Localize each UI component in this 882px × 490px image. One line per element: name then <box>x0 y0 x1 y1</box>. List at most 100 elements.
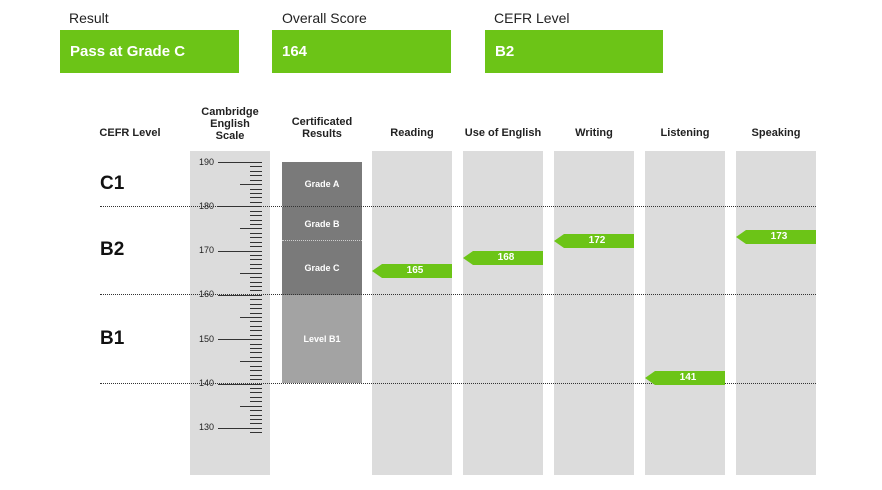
scale-minor-tick <box>250 397 262 398</box>
scale-minor-tick <box>250 166 262 167</box>
result-value-box: Pass at Grade C <box>60 30 239 73</box>
scale-minor-tick <box>250 344 262 345</box>
reading-score: 165 <box>406 265 424 276</box>
scale-minor-tick <box>250 286 262 287</box>
scale-minor-tick <box>250 348 262 349</box>
writing-marker-arrow <box>554 234 634 248</box>
scale-minor-tick <box>250 313 262 314</box>
reading-score-marker: 165 <box>372 264 452 278</box>
listening-column <box>645 151 725 475</box>
scale-minor-tick <box>250 357 262 358</box>
scale-major-tick <box>218 384 262 385</box>
scale-tick-label: 170 <box>198 245 214 255</box>
scale-minor-tick <box>240 273 262 274</box>
scale-tick-label: 150 <box>198 334 214 344</box>
scale-minor-tick <box>250 326 262 327</box>
result-label: Result <box>69 10 109 26</box>
scale-minor-tick <box>250 215 262 216</box>
listening-marker-arrow <box>645 371 725 385</box>
scale-minor-tick <box>240 406 262 407</box>
use-of-english-column <box>463 151 543 475</box>
scale-minor-tick <box>250 233 262 234</box>
scale-minor-tick <box>250 321 262 322</box>
scale-minor-tick <box>250 401 262 402</box>
grade-c-block: Grade C <box>282 240 362 295</box>
scale-minor-tick <box>250 211 262 212</box>
scale-major-tick <box>218 339 262 340</box>
scale-minor-tick <box>250 304 262 305</box>
scale-minor-tick <box>240 361 262 362</box>
level-b1-label: B1 <box>100 328 125 349</box>
scale-minor-tick <box>250 290 262 291</box>
writing-score: 172 <box>588 235 606 246</box>
certificated-results-header: Certificated Results <box>277 116 367 140</box>
use-of-english-score: 168 <box>497 252 515 263</box>
scale-minor-tick <box>240 228 262 229</box>
speaking-marker-arrow <box>736 230 816 244</box>
scale-minor-tick <box>250 419 262 420</box>
scale-minor-tick <box>250 432 262 433</box>
scale-minor-tick <box>250 268 262 269</box>
use-of-english-header: Use of English <box>464 127 542 139</box>
reading-header: Reading <box>390 127 434 139</box>
scale-minor-tick <box>250 193 262 194</box>
scale-minor-tick <box>250 224 262 225</box>
scale-major-tick <box>218 251 262 252</box>
scale-major-tick <box>218 428 262 429</box>
speaking-header: Speaking <box>751 127 801 139</box>
overall-score-box: 164 <box>272 30 451 73</box>
scale-minor-tick <box>250 392 262 393</box>
scale-minor-tick <box>250 259 262 260</box>
scale-minor-tick <box>250 299 262 300</box>
speaking-score-marker: 173 <box>736 230 816 244</box>
grade-b-block: Grade B <box>282 206 362 240</box>
cert-header-line-2: Results <box>302 128 342 140</box>
reading-marker-arrow <box>372 264 452 278</box>
scale-header-line-3: Scale <box>215 130 245 142</box>
scale-minor-tick <box>250 379 262 380</box>
scale-minor-tick <box>250 282 262 283</box>
scale-minor-tick <box>250 415 262 416</box>
scale-minor-tick <box>240 184 262 185</box>
scale-minor-tick <box>250 175 262 176</box>
b2-b1-boundary-line <box>100 294 816 295</box>
level-b1-block: Level B1 <box>282 295 362 383</box>
scale-tick-label: 190 <box>198 157 214 167</box>
scale-minor-tick <box>250 242 262 243</box>
reading-column <box>372 151 452 475</box>
scale-minor-tick <box>250 220 262 221</box>
cefr-level-box: B2 <box>485 30 663 73</box>
scale-minor-tick <box>250 410 262 411</box>
scale-minor-tick <box>250 197 262 198</box>
use-of-english-marker-arrow <box>463 251 543 265</box>
scale-minor-tick <box>250 423 262 424</box>
scale-minor-tick <box>250 171 262 172</box>
scale-minor-tick <box>250 277 262 278</box>
scale-major-tick <box>218 295 262 296</box>
writing-score-marker: 172 <box>554 234 634 248</box>
level-b2-label: B2 <box>100 239 125 260</box>
c1-b2-boundary-line <box>100 206 816 207</box>
scale-header-line-1: Cambridge <box>201 106 259 118</box>
grade-a-block: Grade A <box>282 162 362 206</box>
scale-minor-tick <box>250 255 262 256</box>
overall-score-label: Overall Score <box>282 10 367 26</box>
use-of-english-score-marker: 168 <box>463 251 543 265</box>
scale-minor-tick <box>250 246 262 247</box>
scale-minor-tick <box>250 180 262 181</box>
scale-minor-tick <box>250 335 262 336</box>
listening-score: 141 <box>679 372 697 383</box>
scale-major-tick <box>218 162 262 163</box>
scale-minor-tick <box>250 237 262 238</box>
cambridge-scale-header: Cambridge English Scale <box>190 106 270 142</box>
speaking-column <box>736 151 816 475</box>
listening-score-marker: 141 <box>645 371 725 385</box>
cefr-level-label: CEFR Level <box>494 10 570 26</box>
scale-minor-tick <box>250 264 262 265</box>
scale-minor-tick <box>250 189 262 190</box>
scale-minor-tick <box>240 317 262 318</box>
scale-minor-tick <box>250 202 262 203</box>
scale-header-line-2: English <box>210 118 250 130</box>
scale-minor-tick <box>250 388 262 389</box>
cert-header-line-1: Certificated <box>291 116 353 128</box>
